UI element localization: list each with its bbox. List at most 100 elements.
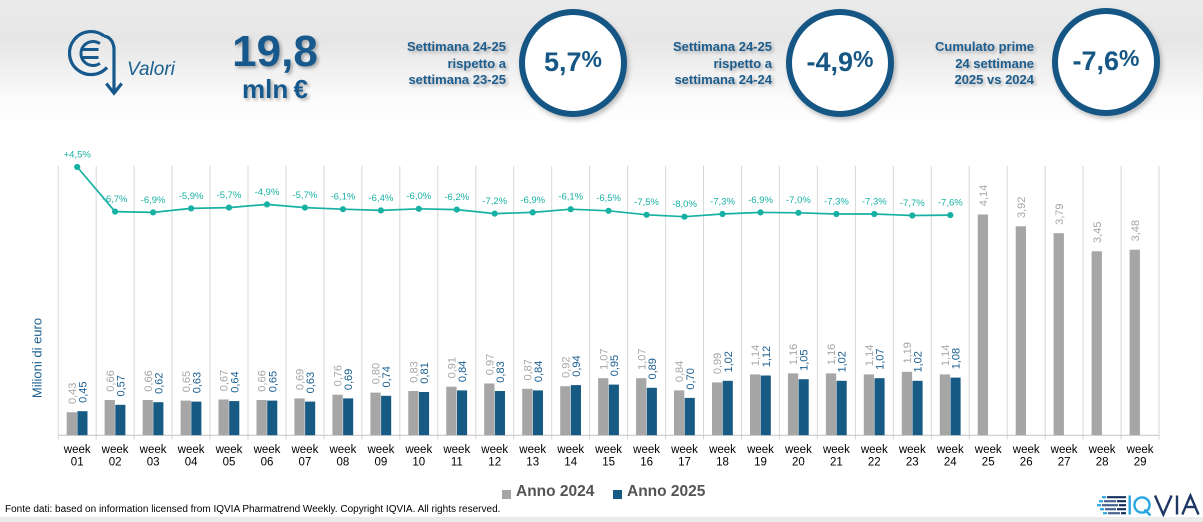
svg-text:week: week xyxy=(708,444,736,456)
svg-text:3,79: 3,79 xyxy=(1054,203,1066,224)
svg-text:-7,3%: -7,3% xyxy=(862,196,887,207)
svg-text:3,48: 3,48 xyxy=(1130,220,1142,241)
svg-text:0,65: 0,65 xyxy=(181,371,193,392)
svg-text:0,84: 0,84 xyxy=(457,361,469,382)
svg-text:0,57: 0,57 xyxy=(115,375,127,396)
svg-text:week: week xyxy=(1088,444,1116,456)
svg-text:week: week xyxy=(670,444,698,456)
svg-text:-6,9%: -6,9% xyxy=(141,195,166,206)
svg-text:04: 04 xyxy=(185,457,198,469)
svg-text:-6,5%: -6,5% xyxy=(596,193,621,204)
svg-text:week: week xyxy=(594,444,622,456)
svg-text:week: week xyxy=(1012,444,1040,456)
svg-text:13: 13 xyxy=(526,457,539,469)
svg-text:-6,7%: -6,7% xyxy=(103,194,128,205)
svg-text:week: week xyxy=(139,444,167,456)
svg-text:0,62: 0,62 xyxy=(153,372,165,393)
svg-text:week: week xyxy=(632,444,660,456)
svg-text:14: 14 xyxy=(564,457,577,469)
svg-text:07: 07 xyxy=(299,457,312,469)
svg-text:0,63: 0,63 xyxy=(191,372,203,393)
svg-text:week: week xyxy=(253,444,281,456)
svg-text:-5,7%: -5,7% xyxy=(217,190,242,201)
svg-text:week: week xyxy=(63,444,91,456)
svg-text:09: 09 xyxy=(375,457,388,469)
svg-text:1,08: 1,08 xyxy=(951,348,963,369)
svg-text:-7,3%: -7,3% xyxy=(710,196,735,207)
svg-text:week: week xyxy=(404,444,432,456)
svg-text:week: week xyxy=(746,444,774,456)
svg-text:23: 23 xyxy=(906,457,919,469)
svg-text:06: 06 xyxy=(261,457,274,469)
svg-text:28: 28 xyxy=(1096,457,1109,469)
svg-text:1,07: 1,07 xyxy=(598,348,610,369)
svg-text:01: 01 xyxy=(71,457,84,469)
svg-text:0,87: 0,87 xyxy=(522,359,534,380)
svg-text:1,14: 1,14 xyxy=(864,345,876,366)
svg-text:week: week xyxy=(215,444,243,456)
svg-text:08: 08 xyxy=(337,457,350,469)
svg-text:-5,7%: -5,7% xyxy=(292,190,317,201)
svg-text:-7,5%: -7,5% xyxy=(634,197,659,208)
svg-text:week: week xyxy=(822,444,850,456)
svg-text:-8,0%: -8,0% xyxy=(672,199,697,210)
svg-text:-6,9%: -6,9% xyxy=(748,195,773,206)
svg-text:week: week xyxy=(784,444,812,456)
svg-text:0,84: 0,84 xyxy=(533,361,545,382)
svg-text:1,02: 1,02 xyxy=(913,351,925,372)
svg-text:0,95: 0,95 xyxy=(609,355,621,376)
svg-text:-7,3%: -7,3% xyxy=(824,196,849,207)
svg-text:week: week xyxy=(1050,444,1078,456)
svg-text:0,65: 0,65 xyxy=(267,371,279,392)
svg-text:0,94: 0,94 xyxy=(571,355,583,376)
svg-text:03: 03 xyxy=(147,457,160,469)
svg-text:-6,1%: -6,1% xyxy=(558,192,583,203)
svg-text:26: 26 xyxy=(1020,457,1033,469)
svg-text:0,66: 0,66 xyxy=(105,370,117,391)
svg-text:-7,6%: -7,6% xyxy=(938,198,963,209)
svg-text:05: 05 xyxy=(223,457,236,469)
svg-text:-6,1%: -6,1% xyxy=(330,192,355,203)
svg-text:3,92: 3,92 xyxy=(1016,197,1028,218)
svg-text:19: 19 xyxy=(754,457,767,469)
svg-text:20: 20 xyxy=(792,457,805,469)
svg-text:0,83: 0,83 xyxy=(495,361,507,382)
svg-text:1,07: 1,07 xyxy=(875,348,887,369)
svg-text:0,67: 0,67 xyxy=(219,370,231,391)
svg-text:week: week xyxy=(442,444,470,456)
svg-text:0,83: 0,83 xyxy=(409,361,421,382)
svg-text:week: week xyxy=(518,444,546,456)
svg-text:0,97: 0,97 xyxy=(484,354,496,375)
svg-text:week: week xyxy=(974,444,1002,456)
svg-text:+4,5%: +4,5% xyxy=(64,149,92,160)
svg-text:0,64: 0,64 xyxy=(229,371,241,392)
svg-text:29: 29 xyxy=(1134,457,1147,469)
svg-text:0,63: 0,63 xyxy=(305,372,317,393)
svg-text:0,89: 0,89 xyxy=(647,358,659,379)
svg-text:17: 17 xyxy=(678,457,691,469)
svg-text:week: week xyxy=(1126,444,1154,456)
svg-text:-6,9%: -6,9% xyxy=(520,195,545,206)
svg-text:-5,9%: -5,9% xyxy=(179,191,204,202)
svg-text:25: 25 xyxy=(982,457,995,469)
svg-text:1,02: 1,02 xyxy=(837,351,849,372)
svg-text:12: 12 xyxy=(488,457,501,469)
svg-text:week: week xyxy=(177,444,205,456)
svg-text:0,43: 0,43 xyxy=(67,383,79,404)
svg-text:-7,0%: -7,0% xyxy=(786,195,811,206)
svg-text:0,70: 0,70 xyxy=(685,368,697,389)
svg-text:-7,2%: -7,2% xyxy=(482,196,507,207)
svg-text:21: 21 xyxy=(830,457,843,469)
svg-text:10: 10 xyxy=(412,457,425,469)
svg-text:week: week xyxy=(328,444,356,456)
svg-text:0,69: 0,69 xyxy=(343,369,355,390)
svg-text:week: week xyxy=(480,444,508,456)
svg-text:-7,7%: -7,7% xyxy=(900,198,925,209)
svg-text:week: week xyxy=(860,444,888,456)
svg-text:02: 02 xyxy=(109,457,122,469)
svg-text:3,45: 3,45 xyxy=(1092,222,1104,243)
svg-text:1,07: 1,07 xyxy=(636,348,648,369)
svg-text:1,02: 1,02 xyxy=(723,351,735,372)
svg-text:27: 27 xyxy=(1058,457,1071,469)
svg-text:1,16: 1,16 xyxy=(788,344,800,365)
